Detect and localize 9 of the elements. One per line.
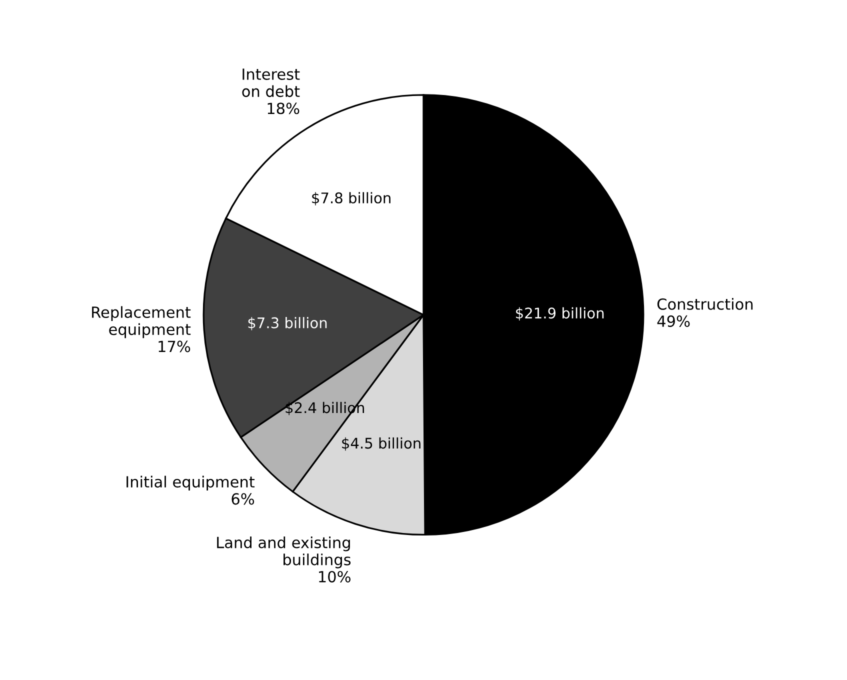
data-label: $7.8 billion	[312, 192, 390, 206]
data-label: $7.3 billion	[248, 317, 327, 330]
data-label: $4.5 billion	[342, 437, 420, 451]
slice-label: Land and existing buildings 10%	[217, 536, 351, 582]
slice-label: Interest on debt 18%	[242, 68, 300, 114]
slice-label: Construction 49%	[657, 298, 753, 327]
slice-label: Replacement equipment 17%	[92, 306, 191, 352]
data-label: $21.9 billion	[516, 307, 604, 321]
slice-label: Initial equipment 6%	[126, 476, 255, 505]
